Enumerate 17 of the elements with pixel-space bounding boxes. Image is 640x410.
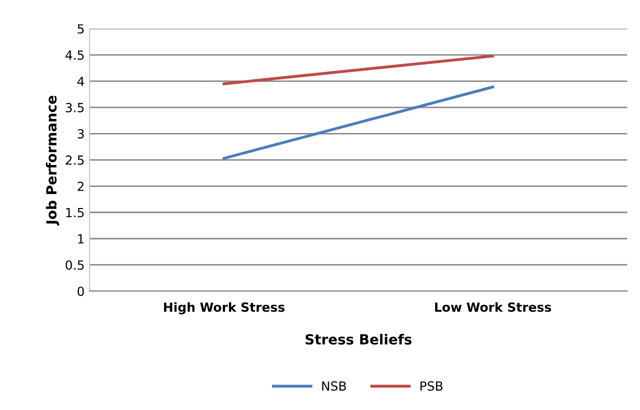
y-tick-label: 1 bbox=[78, 234, 84, 244]
legend-label: PSB bbox=[420, 381, 442, 391]
y-tick-label: 4 bbox=[77, 76, 84, 86]
y-tick-label: 2.5 bbox=[66, 155, 84, 165]
x-tick-label: High Work Stress bbox=[164, 302, 285, 314]
y-tick-label: 4.5 bbox=[65, 50, 84, 60]
x-tick-label: Low Work Stress bbox=[435, 302, 552, 312]
y-tick-label: 2 bbox=[78, 182, 84, 191]
x-axis-title: Stress Beliefs bbox=[306, 334, 412, 345]
y-axis-title: Job Performance bbox=[46, 96, 60, 226]
y-tick-label: 0.5 bbox=[66, 260, 84, 270]
y-tick-label: 5 bbox=[78, 24, 84, 34]
y-tick-label: 3 bbox=[78, 129, 84, 139]
y-tick-label: 0 bbox=[78, 286, 84, 296]
y-tick-label: 3.5 bbox=[66, 102, 84, 112]
legend-label: NSB bbox=[322, 381, 346, 391]
y-tick-label: 1.5 bbox=[66, 208, 84, 218]
